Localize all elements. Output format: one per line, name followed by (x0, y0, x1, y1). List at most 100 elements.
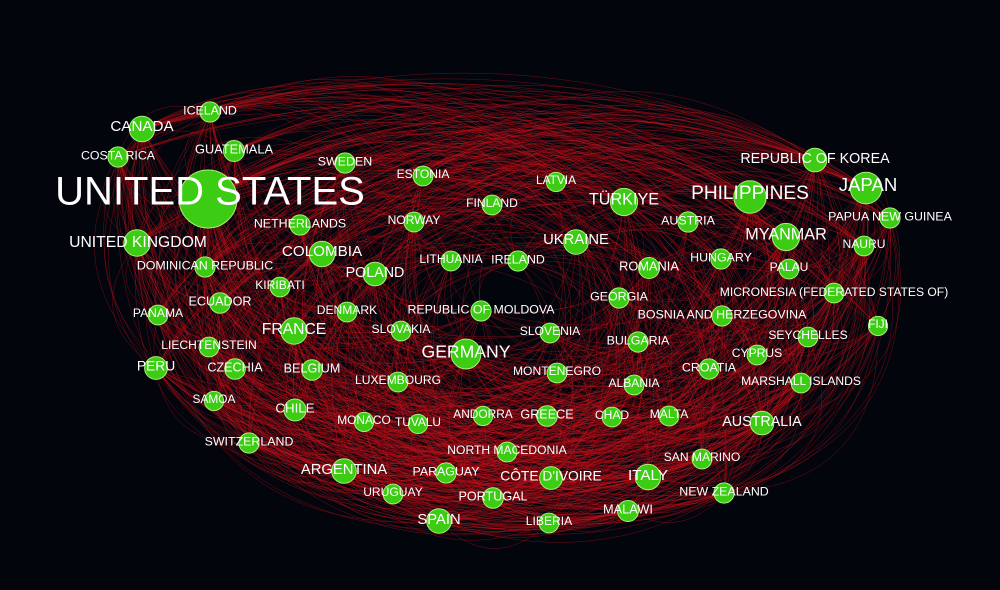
node-cyprus[interactable] (746, 344, 768, 366)
node-united-states[interactable] (178, 169, 238, 229)
node-label-ukraine: UKRAINE (543, 232, 609, 248)
node-label-cote-d-ivoire: CÔTE D'IVOIRE (500, 468, 602, 484)
node-slovakia[interactable] (390, 320, 412, 342)
node-slovenia[interactable] (539, 322, 561, 344)
node-iceland[interactable] (199, 101, 221, 123)
node-ukraine[interactable] (563, 229, 589, 255)
node-ireland[interactable] (507, 250, 529, 272)
node-chile[interactable] (283, 398, 307, 422)
node-republic-of-korea[interactable] (802, 147, 828, 173)
node-label-chad: CHAD (595, 408, 630, 422)
node-dominican-republic[interactable] (194, 256, 216, 278)
node-argentina[interactable] (331, 458, 357, 484)
node-spain[interactable] (426, 508, 452, 534)
node-malawi[interactable] (617, 500, 639, 522)
node-label-united-kingdom: UNITED KINGDOM (69, 234, 207, 251)
node-ecuador[interactable] (209, 292, 231, 314)
node-label-hungary: HUNGARY (690, 250, 752, 264)
node-label-georgia: GEORGIA (590, 289, 649, 303)
node-marshall-islands[interactable] (790, 372, 812, 394)
node-label-liberia: LIBERIA (526, 514, 573, 528)
node-australia[interactable] (749, 410, 775, 436)
node-austria[interactable] (677, 211, 699, 233)
node-estonia[interactable] (412, 165, 434, 187)
node-kiribati[interactable] (269, 276, 291, 298)
node-japan[interactable] (849, 171, 883, 205)
node-montenegro[interactable] (546, 362, 568, 384)
node-tuvalu[interactable] (407, 413, 429, 435)
node-philippines[interactable] (733, 180, 767, 214)
node-label-paraguay: PARAGUAY (412, 464, 479, 478)
node-micronesia-federated-states-of[interactable] (823, 282, 845, 304)
node-lithuania[interactable] (440, 250, 462, 272)
node-myanmar[interactable] (771, 222, 801, 252)
node-label-malta: MALTA (650, 407, 689, 421)
node-peru[interactable] (144, 356, 168, 380)
node-italy[interactable] (634, 463, 662, 491)
node-norway[interactable] (403, 211, 425, 233)
node-label-chile: CHILE (275, 401, 314, 416)
node-label-france: FRANCE (262, 321, 327, 338)
node-label-australia: AUSTRALIA (722, 414, 802, 430)
node-switzerland[interactable] (238, 432, 260, 454)
node-new-zealand[interactable] (713, 482, 735, 504)
node-hungary[interactable] (710, 248, 732, 270)
node-belgium[interactable] (301, 359, 323, 381)
node-nauru[interactable] (853, 235, 875, 257)
node-romania[interactable] (638, 257, 660, 279)
node-seychelles[interactable] (797, 326, 819, 348)
node-denmark[interactable] (336, 301, 358, 323)
node-poland[interactable] (362, 261, 388, 287)
node-malta[interactable] (658, 405, 680, 427)
node-label-croatia: CROATIA (682, 360, 737, 374)
node-georgia[interactable] (608, 287, 630, 309)
node-panama[interactable] (147, 304, 169, 326)
node-portugal[interactable] (482, 487, 504, 509)
node-croatia[interactable] (698, 358, 720, 380)
node-czechia[interactable] (224, 358, 246, 380)
node-samoa[interactable] (203, 390, 225, 412)
node-latvia[interactable] (545, 171, 567, 193)
node-colombia[interactable] (308, 240, 336, 268)
node-label-italy: ITALY (628, 467, 668, 484)
node-bosnia-and-herzegovina[interactable] (711, 305, 733, 327)
node-bulgaria[interactable] (627, 331, 649, 353)
node-greece[interactable] (536, 405, 558, 427)
node-label-iceland: ICELAND (183, 103, 237, 117)
node-paraguay[interactable] (435, 462, 457, 484)
node-label-norway: NORWAY (388, 213, 441, 227)
node-monaco[interactable] (353, 411, 375, 433)
node-uruguay[interactable] (382, 483, 404, 505)
node-albania[interactable] (623, 374, 645, 396)
node-finland[interactable] (481, 194, 503, 216)
node-label-finland: FINLAND (466, 196, 518, 210)
node-costa-rica[interactable] (107, 146, 129, 168)
node-germany[interactable] (450, 338, 482, 370)
node-palau[interactable] (778, 258, 800, 280)
node-andorra[interactable] (472, 405, 494, 427)
node-papua-new-guinea[interactable] (879, 207, 901, 229)
node-label-japan: JAPAN (839, 174, 898, 195)
node-north-macedonia[interactable] (496, 441, 518, 463)
node-label-argentina: ARGENTINA (301, 462, 387, 478)
node-label-greece: GREECE (520, 407, 573, 421)
node-liberia[interactable] (538, 512, 560, 534)
node-liechtenstein[interactable] (198, 336, 220, 358)
node-canada[interactable] (128, 115, 156, 143)
node-united-kingdom[interactable] (123, 229, 151, 257)
node-chad[interactable] (601, 406, 623, 428)
node-sweden[interactable] (334, 152, 356, 174)
node-france[interactable] (280, 317, 308, 345)
node-fiji[interactable] (867, 315, 889, 337)
node-turkiye[interactable] (609, 187, 639, 217)
node-netherlands[interactable] (289, 214, 311, 236)
node-luxembourg[interactable] (387, 371, 409, 393)
node-label-turkiye: TÜRKIYE (589, 190, 659, 208)
node-guatemala[interactable] (223, 140, 245, 162)
node-republic-of-moldova[interactable] (470, 300, 492, 322)
node-cote-d-ivoire[interactable] (539, 466, 563, 490)
node-label-malawi: MALAWI (603, 501, 653, 516)
node-san-marino[interactable] (691, 448, 713, 470)
node-label-austria: AUSTRIA (661, 213, 715, 227)
